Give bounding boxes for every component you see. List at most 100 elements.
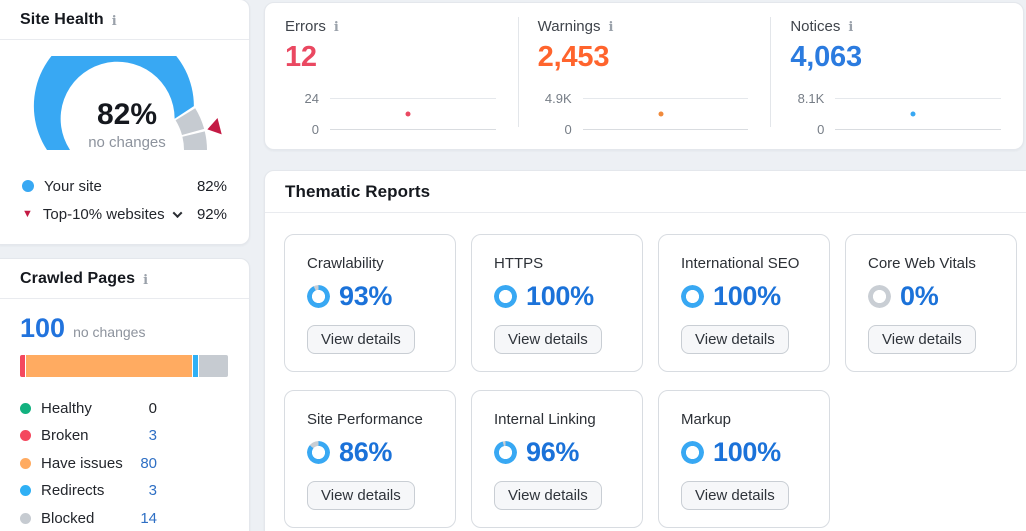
site-health-title: Site Health xyxy=(20,11,104,28)
info-icon[interactable]: i xyxy=(333,20,339,35)
legend-dot-icon xyxy=(20,402,31,414)
bar-segment-broken xyxy=(20,355,27,378)
crawled-pages-panel: Crawled Pages i 100 no changes Healthy 0 B… xyxy=(0,258,250,531)
data-point-dot xyxy=(910,111,916,117)
thematic-card-https: HTTPS 100% View details xyxy=(471,234,643,372)
progress-ring-icon xyxy=(681,441,704,464)
metric-warnings: Warnings i 2,453 4.9K 0 xyxy=(517,3,771,149)
crawled-pages-note: no changes xyxy=(73,324,146,340)
thematic-card-core-web-vitals: Core Web Vitals 0% View details xyxy=(845,234,1017,372)
view-details-button[interactable]: View details xyxy=(681,481,789,510)
view-details-button[interactable]: View details xyxy=(307,481,415,510)
metric-sparkline: 24 0 xyxy=(285,91,518,144)
metric-label: Errors xyxy=(285,18,326,35)
view-details-button[interactable]: View details xyxy=(681,325,789,354)
bar-segment-redirects xyxy=(192,355,199,378)
axis-max-label: 24 xyxy=(304,91,319,106)
metric-value[interactable]: 4,063 xyxy=(790,41,862,73)
site-health-legend: Your site 82% ▼ Top-10% websites 92% xyxy=(0,172,249,228)
legend-label: Have issues xyxy=(41,454,123,472)
card-title: Markup xyxy=(681,411,732,428)
view-details-button[interactable]: View details xyxy=(307,325,415,354)
card-title: Core Web Vitals xyxy=(868,255,976,272)
thematic-card-internal-linking: Internal Linking 96% View details xyxy=(471,390,643,528)
crawled-pages-total: 100 xyxy=(20,313,66,343)
metric-value[interactable]: 12 xyxy=(285,41,317,73)
metric-value[interactable]: 2,453 xyxy=(537,41,610,73)
view-details-button[interactable]: View details xyxy=(494,325,602,354)
card-title: Internal Linking xyxy=(494,411,596,428)
info-icon[interactable]: i xyxy=(111,13,117,29)
crawled-legend-row-redirects: Redirects 3 xyxy=(20,477,157,505)
axis-min-label: 0 xyxy=(817,122,825,137)
legend-label: Healthy xyxy=(41,399,92,417)
view-details-button[interactable]: View details xyxy=(868,325,976,354)
gridline-top xyxy=(835,98,1002,99)
progress-ring-icon xyxy=(494,285,517,308)
metric-sparkline: 8.1K 0 xyxy=(790,91,1023,144)
chevron-down-icon[interactable] xyxy=(172,207,183,218)
legend-dot-icon xyxy=(20,457,31,469)
legend-value[interactable]: 3 xyxy=(148,482,157,500)
axis-max-label: 8.1K xyxy=(797,91,825,106)
gauge-segment xyxy=(175,108,205,135)
site-health-gauge: 82% no changes xyxy=(0,26,250,156)
card-percent: 100% xyxy=(713,281,781,311)
bar-segment-blocked xyxy=(198,355,228,378)
legend-dot-icon xyxy=(20,485,31,497)
card-title: Crawlability xyxy=(307,255,384,272)
info-icon[interactable]: i xyxy=(608,20,614,35)
card-percent: 0% xyxy=(900,281,939,311)
metric-sparkline: 4.9K 0 xyxy=(538,91,771,144)
crawled-pages-stacked-bar xyxy=(20,355,228,378)
info-icon[interactable]: i xyxy=(848,20,854,35)
legend-value[interactable]: 3 xyxy=(148,427,157,445)
legend-value[interactable]: 80 xyxy=(140,454,157,472)
crawled-pages-header: Crawled Pages i xyxy=(0,259,249,299)
site-health-legend-row-top-10-websites: ▼ Top-10% websites 92% xyxy=(22,200,227,228)
metric-label: Warnings xyxy=(537,18,601,35)
benchmark-marker-icon xyxy=(207,118,222,135)
legend-label: Blocked xyxy=(41,509,95,527)
thematic-reports-panel: Thematic Reports Crawlability 93% View d… xyxy=(264,170,1026,531)
legend-label: Redirects xyxy=(41,482,105,500)
gauge-chart xyxy=(33,26,222,151)
card-percent: 86% xyxy=(339,437,393,467)
site-health-score: 82% xyxy=(96,98,158,131)
crawled-legend-row-have-issues: Have issues 80 xyxy=(20,449,157,477)
legend-label: Your site xyxy=(44,177,102,195)
thematic-card-international-seo: International SEO 100% View details xyxy=(658,234,830,372)
gridline-bottom xyxy=(835,129,1002,130)
gridline-bottom xyxy=(582,129,749,130)
thematic-reports-header: Thematic Reports xyxy=(265,171,1026,213)
data-point-dot xyxy=(405,111,411,117)
thematic-card-site-performance: Site Performance 86% View details xyxy=(284,390,456,528)
legend-label: Broken xyxy=(41,427,89,445)
progress-ring-icon xyxy=(307,285,330,308)
gauge-segment xyxy=(33,26,194,151)
legend-value[interactable]: 14 xyxy=(140,509,157,527)
thematic-card-crawlability: Crawlability 93% View details xyxy=(284,234,456,372)
card-title: Site Performance xyxy=(307,411,423,428)
site-health-panel: Site Health i 82% no changes Your site 82… xyxy=(0,0,250,245)
thematic-report-cards: Crawlability 93% View details HTTPS 100% … xyxy=(265,213,1026,531)
axis-min-label: 0 xyxy=(564,122,572,137)
legend-label: Top-10% websites xyxy=(42,205,165,223)
thematic-reports-title: Thematic Reports xyxy=(285,182,431,201)
crawled-pages-legend: Healthy 0 Broken 3 Have issues 80 Redirects 3 Bl… xyxy=(20,394,229,531)
info-icon[interactable]: i xyxy=(143,272,149,288)
site-health-score-note: no changes xyxy=(88,134,166,151)
legend-dot-icon xyxy=(22,180,34,192)
metric-notices: Notices i 4,063 8.1K 0 xyxy=(770,3,1023,149)
legend-value: 82% xyxy=(196,177,227,195)
progress-ring-icon xyxy=(868,285,891,308)
data-point-dot xyxy=(658,111,664,117)
crawled-legend-row-healthy: Healthy 0 xyxy=(20,394,157,422)
card-percent: 93% xyxy=(339,281,393,311)
gauge-segment xyxy=(182,131,207,150)
progress-ring-icon xyxy=(681,285,704,308)
gridline-top xyxy=(330,98,496,99)
metric-errors: Errors i 12 24 0 xyxy=(265,3,518,149)
view-details-button[interactable]: View details xyxy=(494,481,602,510)
